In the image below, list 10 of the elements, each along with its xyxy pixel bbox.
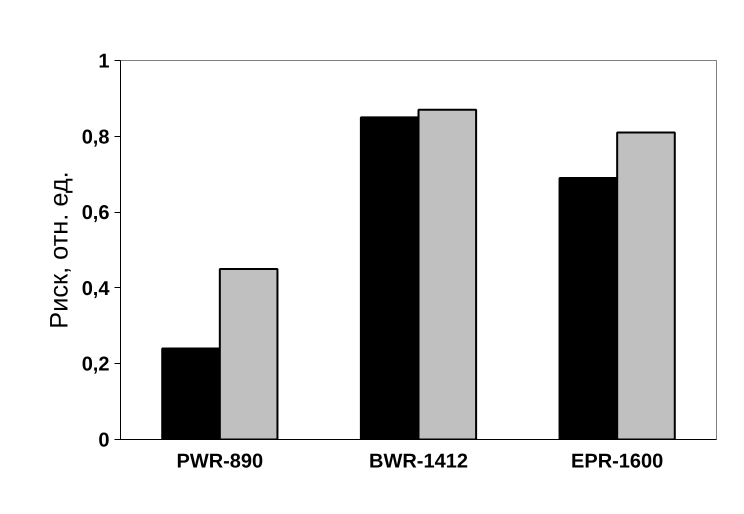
y-axis-title: Риск, отн. ед. <box>46 171 74 329</box>
y-tick-label: 0 <box>98 430 110 452</box>
y-tick-label: 0,6 <box>82 202 110 224</box>
y-tick-label: 0,2 <box>82 354 110 376</box>
y-tick-label: 0,4 <box>82 278 110 300</box>
x-tick-label: EPR-1600 <box>571 450 664 472</box>
x-tick-label: BWR-1412 <box>369 450 468 472</box>
y-tick-label: 0,8 <box>82 126 110 148</box>
x-tick-label: PWR-890 <box>176 450 264 472</box>
y-tick-label: 1 <box>98 50 110 72</box>
